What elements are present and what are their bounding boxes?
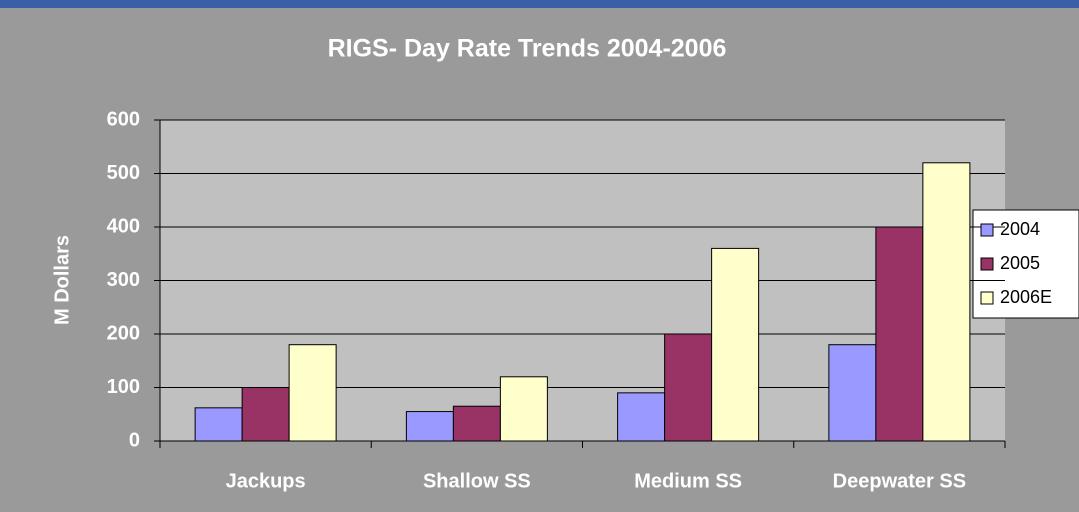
top-strip: [0, 0, 1079, 8]
bar: [405, 411, 454, 442]
bar: [711, 247, 760, 442]
bar: [194, 407, 243, 442]
bar: [664, 333, 713, 442]
legend-swatch: [980, 291, 994, 305]
y-tick-label: 500: [107, 162, 140, 184]
legend-label: 2006E: [1000, 287, 1052, 307]
legend-swatch: [980, 223, 994, 237]
x-tick-label: Jackups: [226, 470, 306, 492]
legend-swatch: [980, 257, 994, 271]
y-tick-label: 200: [107, 322, 140, 344]
y-tick-label: 400: [107, 215, 140, 237]
bar: [828, 344, 877, 442]
legend-label: 2005: [1000, 253, 1040, 273]
y-tick-label: 300: [107, 269, 140, 291]
bar: [922, 162, 971, 442]
bar: [499, 376, 548, 442]
y-tick-label: 100: [107, 376, 140, 398]
y-tick-label: 600: [107, 108, 140, 130]
x-tick-label: Deepwater SS: [833, 470, 966, 492]
chart-title: RIGS- Day Rate Trends 2004-2006: [328, 35, 727, 63]
bar: [875, 226, 924, 442]
bar: [452, 405, 501, 442]
legend-label: 2004: [1000, 219, 1040, 239]
y-tick-label: 0: [129, 429, 140, 451]
bar: [288, 344, 337, 442]
y-axis-label: M Dollars: [51, 235, 73, 325]
x-tick-label: Shallow SS: [423, 470, 531, 492]
bar: [241, 387, 290, 442]
bar: [617, 392, 666, 442]
x-tick-label: Medium SS: [634, 470, 742, 492]
